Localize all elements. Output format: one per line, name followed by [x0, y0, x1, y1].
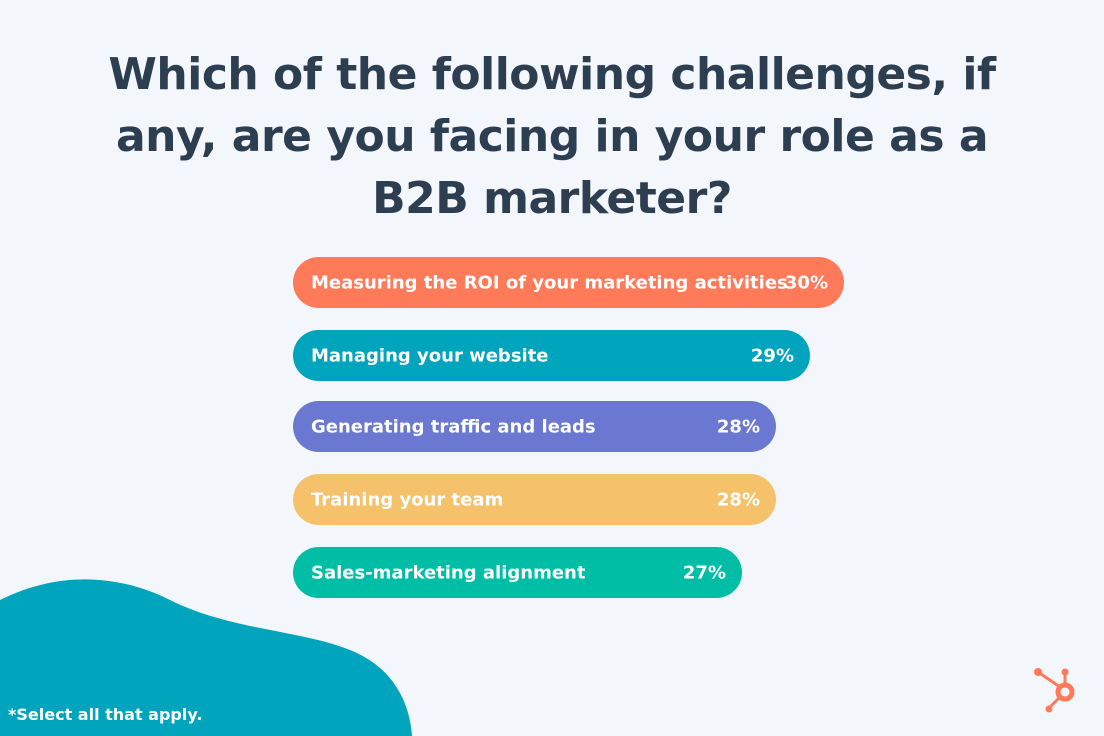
- bar: [293, 257, 844, 308]
- bar-group: Sales-marketing alignment 27%: [293, 547, 742, 598]
- category-label: Sales-marketing alignment: [311, 563, 586, 584]
- value-label: 28%: [717, 417, 760, 438]
- hubspot-sprocket-icon: [1034, 668, 1075, 713]
- value-label: 28%: [717, 490, 760, 511]
- category-label: Managing your website: [311, 346, 549, 367]
- category-label: Measuring the ROI of your marketing acti…: [311, 273, 788, 294]
- value-label: 29%: [751, 346, 794, 367]
- value-label: 27%: [683, 563, 726, 584]
- bar-group: Managing your website 29%: [293, 330, 810, 381]
- bar: [293, 547, 742, 598]
- chart-title: Which of the following challenges, if an…: [108, 49, 996, 224]
- bar: [293, 401, 776, 452]
- bar-group: Training your team 28%: [293, 474, 776, 525]
- bar-group: Measuring the ROI of your marketing acti…: [293, 257, 844, 308]
- value-label: 30%: [785, 273, 828, 294]
- bar: [293, 474, 776, 525]
- bar: [293, 330, 810, 381]
- category-label: Generating traffic and leads: [311, 417, 596, 438]
- footnote: *Select all that apply.: [8, 705, 203, 724]
- category-label: Training your team: [311, 490, 503, 511]
- bar-group: Generating traffic and leads 28%: [293, 401, 776, 452]
